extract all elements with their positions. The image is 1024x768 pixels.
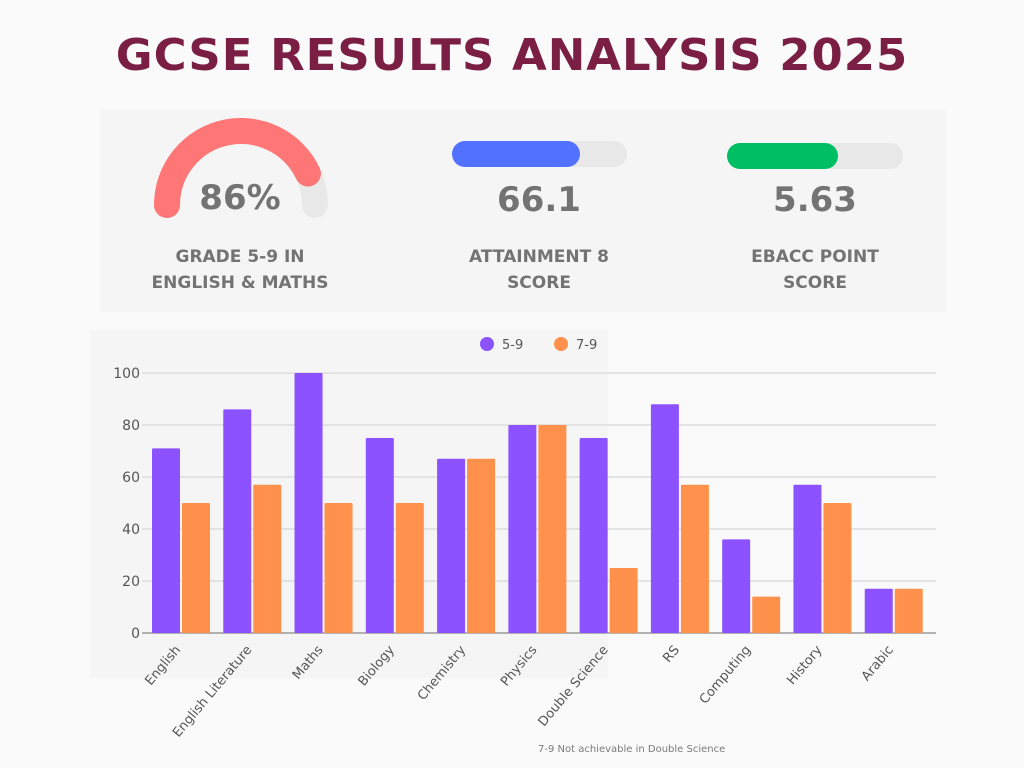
x-tick-label: English Literature	[170, 643, 255, 741]
legend-marker	[554, 337, 568, 351]
bar-7-9	[823, 503, 852, 633]
progress-fill	[727, 143, 838, 169]
bar-5-9	[365, 438, 394, 633]
legend-label: 5-9	[502, 338, 523, 353]
kpi-label-line: ENGLISH & MATHS	[151, 273, 329, 293]
legend-marker	[480, 337, 494, 351]
kpi-label: GRADE 5-9 IN ENGLISH & MATHS	[110, 244, 370, 296]
kpi-label-line: EBACC POINT	[751, 247, 879, 267]
footnote: 7-9 Not achievable in Double Science	[538, 744, 726, 755]
bar-7-9	[182, 503, 210, 633]
bar-5-9	[579, 438, 608, 633]
y-tick-label: 0	[131, 626, 140, 642]
x-tick-label: RS	[660, 643, 683, 666]
y-tick-label: 80	[122, 418, 140, 434]
bar-5-9	[722, 539, 751, 633]
bar-5-9	[650, 404, 679, 633]
kpi-label-line: SCORE	[507, 273, 571, 293]
bar-7-9	[894, 588, 923, 633]
progress-fill	[452, 141, 580, 167]
kpi-value: 5.63	[773, 180, 857, 220]
y-axis: 0 20 40 60 80 100	[113, 366, 140, 642]
bar-5-9	[864, 588, 893, 633]
legend-label: 7-9	[576, 338, 597, 353]
bar-7-9	[467, 458, 496, 633]
y-tick-label: 60	[122, 470, 140, 486]
gauge-fill	[154, 118, 321, 218]
x-tick-label: English	[142, 643, 184, 689]
progress-track	[452, 141, 627, 167]
bars	[152, 373, 923, 633]
y-tick-label: 40	[122, 522, 140, 538]
kpi-label-line: GRADE 5-9 IN	[175, 247, 305, 267]
bar-7-9	[752, 596, 781, 633]
bar-5-9	[437, 458, 466, 633]
bar-7-9	[538, 425, 567, 633]
kpi-label: EBACC POINT SCORE	[685, 244, 945, 296]
bar-7-9	[253, 484, 282, 633]
bar-5-9	[294, 373, 323, 633]
x-tick-label: Arabic	[859, 643, 897, 684]
y-tick-label: 100	[113, 366, 140, 382]
bar-5-9	[152, 448, 180, 633]
page-title: GCSE RESULTS ANALYSIS 2025	[115, 30, 909, 81]
x-tick-label: History	[784, 643, 825, 688]
kpi-label-line: SCORE	[783, 273, 847, 293]
bar-7-9	[609, 568, 638, 633]
y-tick-label: 20	[122, 574, 140, 590]
x-tick-label: Chemistry	[415, 643, 469, 704]
progress-track	[727, 143, 903, 169]
kpi-value: 86%	[199, 178, 281, 218]
kpi-label-line: ATTAINMENT 8	[469, 247, 609, 267]
bar-7-9	[680, 484, 709, 633]
bar-5-9	[223, 409, 252, 633]
x-tick-label: Biology	[356, 643, 399, 690]
legend: 5-9 7-9	[480, 337, 597, 353]
bar-5-9	[508, 425, 537, 633]
x-tick-label: Double Science	[536, 643, 612, 730]
kpi-value: 66.1	[497, 180, 581, 220]
bar-5-9	[793, 484, 822, 633]
x-tick-label: Computing	[697, 643, 754, 707]
kpi-label: ATTAINMENT 8 SCORE	[409, 244, 669, 296]
x-tick-label: Maths	[290, 643, 327, 683]
x-tick-label: Physics	[498, 643, 541, 690]
bar-7-9	[395, 503, 424, 633]
bar-7-9	[324, 503, 353, 633]
